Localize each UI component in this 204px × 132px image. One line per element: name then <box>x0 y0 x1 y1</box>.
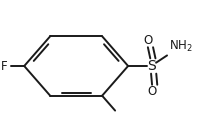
Text: O: O <box>147 85 157 98</box>
Text: S: S <box>147 59 155 73</box>
Text: O: O <box>143 34 153 47</box>
Text: F: F <box>1 60 7 72</box>
Text: NH$_2$: NH$_2$ <box>169 39 193 54</box>
